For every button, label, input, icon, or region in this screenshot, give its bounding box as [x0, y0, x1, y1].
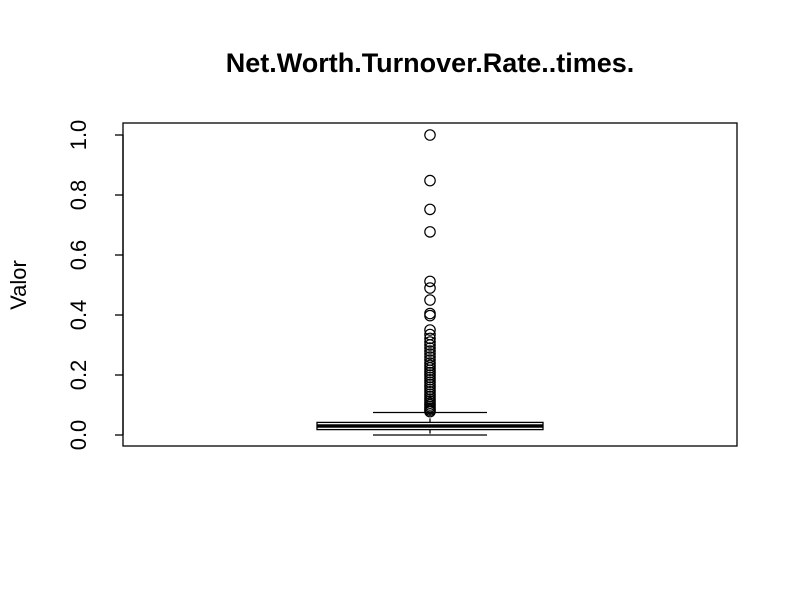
outlier-point — [424, 324, 436, 336]
outlier-point — [424, 294, 436, 306]
y-tick-label: 0.6 — [66, 240, 91, 271]
outlier-point — [424, 174, 436, 187]
outlier-point — [424, 405, 436, 418]
y-tick-label: 0.4 — [66, 300, 91, 331]
y-tick-label: 0.0 — [66, 420, 91, 451]
chart-title: Net.Worth.Turnover.Rate..times. — [226, 48, 635, 78]
outlier-point — [424, 345, 436, 357]
y-tick-label: 0.2 — [66, 360, 91, 391]
outlier-point — [424, 309, 436, 322]
outlier-point — [424, 275, 436, 288]
outlier-points — [424, 129, 436, 418]
outlier-point — [424, 226, 436, 238]
outlier-point — [424, 336, 436, 348]
y-tick-label: 0.8 — [66, 180, 91, 211]
y-axis-label: Valor — [6, 260, 31, 310]
outlier-point — [424, 342, 436, 354]
outlier-point — [424, 339, 436, 351]
y-axis: 0.0 0.2 0.4 0.6 0.8 1.0 — [66, 120, 124, 451]
outlier-point — [424, 282, 436, 294]
outlier-point — [424, 348, 436, 360]
outlier-point — [424, 332, 436, 345]
outlier-point — [424, 129, 436, 141]
outlier-point — [424, 203, 436, 216]
y-tick-label: 1.0 — [66, 120, 91, 151]
